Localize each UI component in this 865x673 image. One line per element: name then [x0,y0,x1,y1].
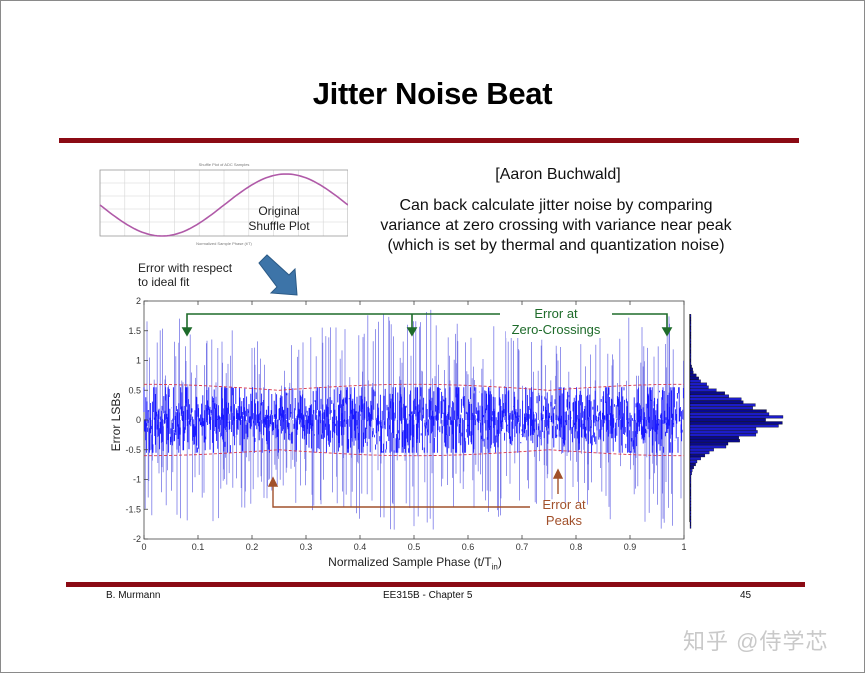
zero-crossing-arrows [181,313,673,337]
svg-text:-0.5: -0.5 [125,445,141,455]
svg-text:0.5: 0.5 [408,542,421,552]
annotation-line: Zero-Crossings [511,322,601,337]
axis-ticks: 0 0.1 0.2 0.3 0.4 0.5 0.6 0.7 0.8 0.9 1 2 1.5 1 0.5 0 -0… [125,296,686,552]
description-line: Can back calculate jitter noise by compa… [399,197,713,214]
shuffle-plot-label: Original Shuffle Plot [234,204,324,234]
svg-text:0.3: 0.3 [300,542,313,552]
svg-text:1: 1 [681,542,686,552]
svg-text:0.6: 0.6 [462,542,475,552]
footer-page-number: 45 [740,590,752,601]
title-rule [59,138,799,143]
error-histogram [689,314,784,529]
description-line: (which is set by thermal and quantizatio… [387,237,725,254]
description: Can back calculate jitter noise by compa… [356,196,756,256]
svg-text:0.2: 0.2 [246,542,259,552]
svg-text:-2: -2 [133,534,141,544]
svg-text:0.1: 0.1 [192,542,205,552]
annotation-line: Error at [542,497,586,512]
slide-title: Jitter Noise Beat [312,76,553,111]
label-line: Original [258,204,300,218]
peaks-annotation: Error at Peaks [526,497,602,529]
mini-plot-title: Shuffle Plot of ADC Samples [199,162,250,167]
svg-text:1: 1 [136,356,141,366]
footer-course: EE315B - Chapter 5 [383,590,473,601]
caption-line: Error with respect [138,261,233,275]
svg-text:0: 0 [136,415,141,425]
footer-author: B. Murmann [106,590,161,601]
svg-text:0.8: 0.8 [570,542,583,552]
mini-grid [99,170,348,236]
caption-line: to ideal fit [138,275,190,289]
x-axis-label: Normalized Sample Phase (t/Tin) [328,555,502,572]
shuffle-curve [99,173,348,237]
peak-arrows [267,468,564,508]
watermark: 知乎 @侍学芯 [683,629,829,654]
svg-text:2: 2 [136,296,141,306]
envelope-lower [144,449,684,457]
down-right-arrow-icon [258,254,298,296]
svg-text:-1: -1 [133,475,141,485]
error-fit-caption: Error with respect to ideal fit [138,261,232,289]
footer-rule [66,582,805,587]
envelope-upper [144,383,684,391]
y-axis-label: Error LSBs [109,393,123,452]
annotation-line: Error at [534,306,578,321]
svg-text:-1.5: -1.5 [125,504,141,514]
zero-crossing-annotation: Error at Zero-Crossings [506,306,606,338]
citation: [Aaron Buchwald] [495,166,621,183]
shuffle-plot: Shuffle Plot of ADC Samples Normalized S… [74,160,348,246]
label-line: Shuffle Plot [248,219,310,233]
svg-text:0.7: 0.7 [516,542,529,552]
svg-text:0.4: 0.4 [354,542,367,552]
svg-text:1.5: 1.5 [128,326,141,336]
svg-text:0: 0 [141,542,146,552]
svg-text:0.5: 0.5 [128,385,141,395]
description-line: variance at zero crossing with variance … [380,217,732,234]
mini-plot-xlabel: Normalized Sample Phase (t/T) [196,241,252,246]
svg-text:0.9: 0.9 [624,542,637,552]
annotation-line: Peaks [545,513,583,528]
